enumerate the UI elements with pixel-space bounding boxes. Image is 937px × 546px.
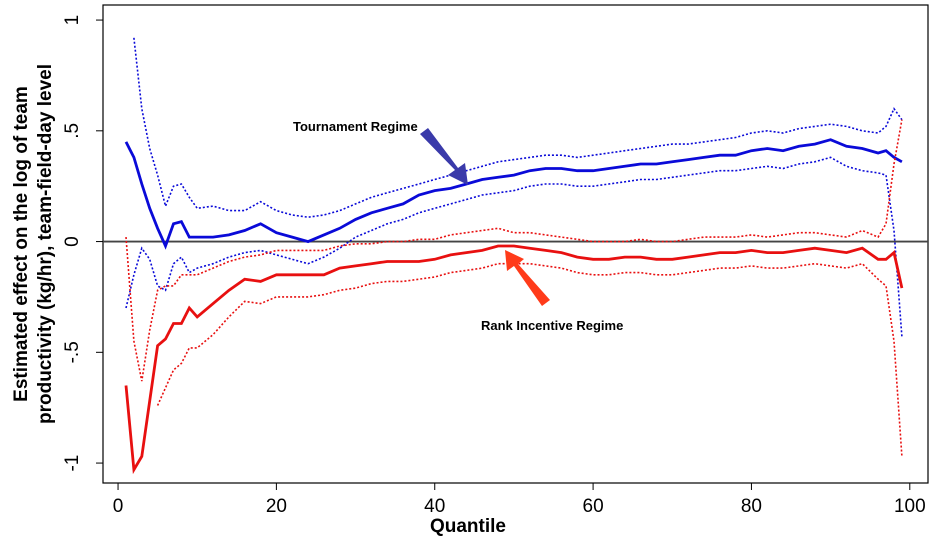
y-tick-label: -1 (62, 455, 83, 472)
y-axis-label: Estimated effect on the log of team (11, 86, 32, 402)
x-tick-label: 80 (741, 496, 762, 517)
y-axis-label: productivity (kg/hr), team-field-day lev… (35, 64, 56, 424)
x-tick-label: 60 (583, 496, 604, 517)
plot-frame (102, 4, 929, 484)
series-line (156, 262, 903, 457)
plot-area: -1 -.5 0 .5 1 0 20 40 60 80 100 (62, 15, 928, 517)
y-tick-label: 1 (62, 15, 83, 26)
x-tick-label: 0 (113, 496, 124, 517)
x-tick-label: 20 (266, 496, 287, 517)
annotation: Rank Incentive Regime (481, 318, 623, 333)
y-tick-label: -.5 (62, 341, 83, 363)
annotation: Tournament Regime (293, 119, 418, 134)
x-tick-label: 40 (424, 496, 445, 517)
x-axis-label: Quantile (430, 516, 506, 537)
y-tick-label: 0 (62, 236, 83, 247)
x-tick-label: 100 (894, 496, 926, 517)
series-line (133, 37, 903, 219)
annotation-arrow (420, 128, 468, 185)
series-line (124, 244, 904, 475)
y-tick-label: .5 (62, 123, 83, 139)
series-line (124, 138, 903, 250)
series-line (125, 156, 903, 337)
annotation-arrow (505, 250, 550, 306)
